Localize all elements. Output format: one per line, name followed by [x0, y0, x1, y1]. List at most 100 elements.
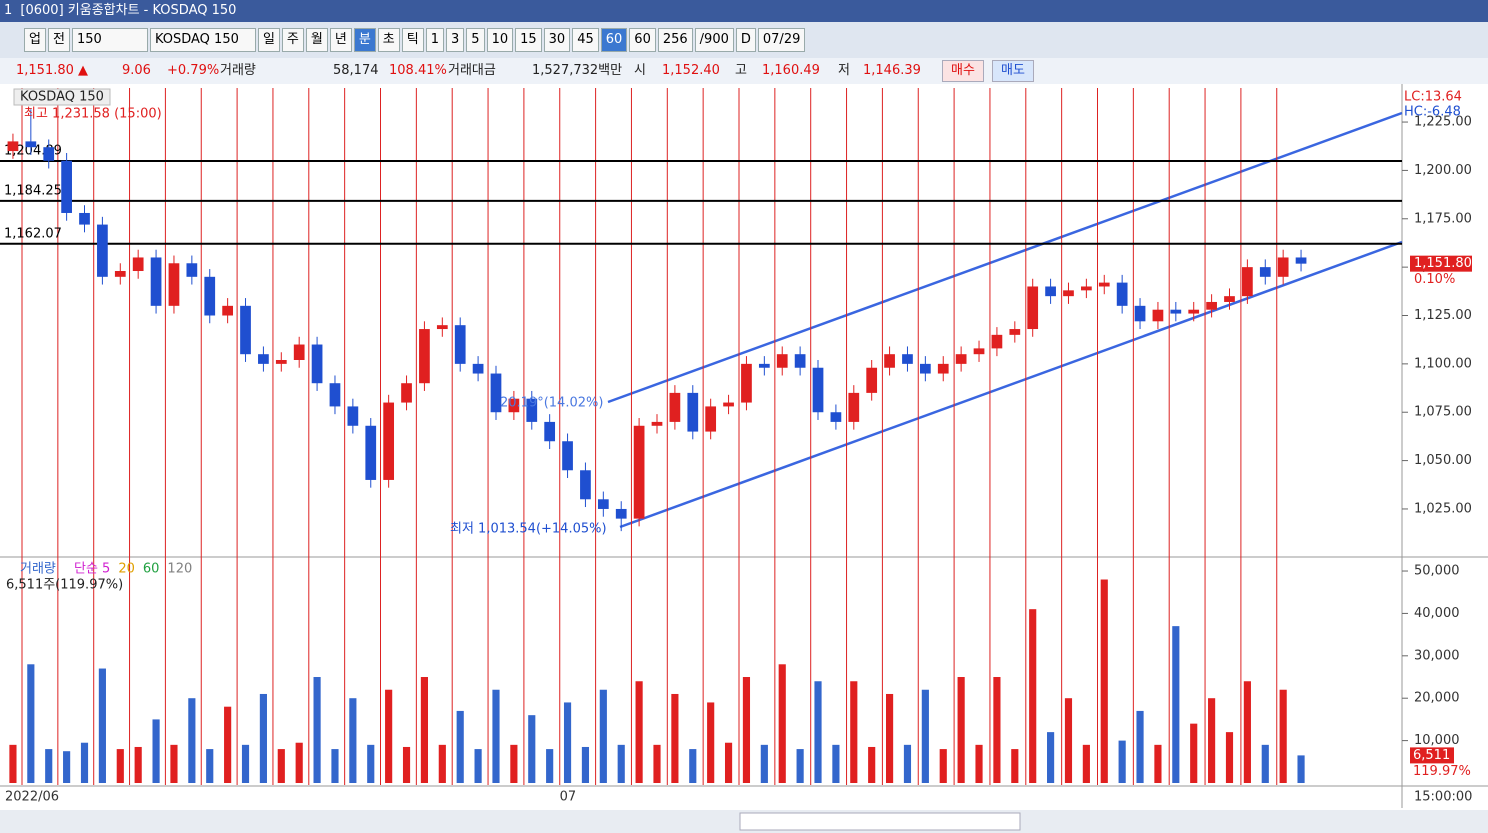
volume-bar	[528, 715, 536, 783]
candle-body	[436, 325, 448, 330]
candle-body	[597, 499, 609, 509]
toolbar-button[interactable]: 틱	[401, 28, 424, 52]
volume-bar	[635, 681, 643, 783]
candle-body	[1152, 309, 1164, 322]
candle-body	[526, 398, 538, 422]
window-title: [0600] 키움종합차트 - KOSDAQ 150	[20, 3, 237, 18]
candle-body	[132, 257, 144, 272]
candle-body	[776, 354, 788, 368]
toolbar-button[interactable]: KOSDAQ 150	[149, 28, 256, 52]
toolbar-button[interactable]: 10	[486, 28, 514, 52]
toolbar-button[interactable]: 60	[629, 28, 656, 52]
amount: 1,527,732백만	[532, 63, 623, 78]
volume-bar	[563, 702, 572, 783]
toolbar-button[interactable]: 07/29	[757, 28, 806, 52]
volume-bar	[456, 710, 464, 783]
toolbar-button[interactable]: 1	[425, 28, 444, 52]
last-price-pct: 0.10%	[1414, 272, 1455, 287]
volume-bar	[1029, 609, 1037, 783]
volume-bar	[975, 744, 983, 783]
title-bar: 1 [0600] 키움종합차트 - KOSDAQ 150	[0, 0, 1488, 22]
volume-label: 거래량	[220, 63, 256, 78]
candle-body	[347, 406, 359, 426]
candle-body	[723, 402, 734, 407]
volume-bar	[921, 689, 929, 783]
volume-bar	[778, 664, 786, 783]
candle-body	[114, 271, 126, 277]
candle-body	[1188, 309, 1200, 314]
candle-body	[1134, 305, 1146, 322]
toolbar-button[interactable]: 초	[377, 28, 400, 52]
toolbar-button[interactable]: 일	[257, 28, 280, 52]
toolbar-button[interactable]: 256	[657, 28, 693, 52]
volume-bar	[80, 742, 89, 783]
volume-bar	[993, 677, 1001, 783]
volume-bar	[939, 749, 947, 783]
toolbar-button[interactable]: D	[735, 28, 756, 52]
candle-body	[61, 160, 72, 213]
toolbar-button[interactable]: 30	[543, 28, 571, 52]
candle-body	[419, 329, 430, 384]
volume-bar	[27, 664, 35, 783]
y-tick-label: 20,000	[1414, 691, 1460, 706]
high-label: 고	[735, 63, 747, 78]
volume-bar	[170, 744, 178, 783]
toolbar-button[interactable]: 주	[281, 28, 304, 52]
candle-body	[848, 392, 860, 422]
y-tick-label: 10,000	[1414, 733, 1460, 748]
candle-body	[580, 470, 591, 500]
candle-body	[1098, 282, 1110, 287]
candle-body	[222, 305, 233, 316]
volume-bar	[1208, 698, 1216, 783]
toolbar-button[interactable]: 150	[71, 28, 148, 52]
volume-bar	[116, 749, 124, 783]
toolbar-button[interactable]: 5	[466, 28, 485, 52]
volume-bar	[1243, 681, 1251, 783]
channel-lower	[619, 240, 1403, 529]
candle-body	[240, 305, 251, 355]
candle-body	[937, 363, 949, 374]
volume-bar	[367, 744, 375, 783]
candle-body	[633, 425, 645, 519]
candle-body	[204, 276, 216, 316]
y-tick-label: 1,075.00	[1414, 405, 1472, 420]
volume-bar	[295, 742, 303, 783]
time-label: 15:00:00	[1414, 790, 1472, 805]
candle-body	[794, 354, 806, 368]
candle-body	[919, 363, 931, 374]
toolbar-button[interactable]: 년	[329, 28, 352, 52]
volume-bar	[957, 677, 965, 783]
candle-body	[1170, 309, 1182, 314]
toolbar-button[interactable]: 월	[305, 28, 328, 52]
volume-bar	[1172, 626, 1180, 783]
volume-subtitle: 6,511주(119.97%)	[6, 578, 123, 593]
legend-entry: 20	[118, 562, 135, 577]
volume-bar	[152, 719, 160, 783]
volume-bar	[1154, 744, 1162, 783]
toolbar-button[interactable]: /900	[694, 28, 734, 52]
toolbar-button[interactable]: 전	[47, 28, 70, 52]
low: 1,146.39	[863, 63, 921, 78]
volume-bar	[134, 746, 142, 783]
candle-body	[1224, 296, 1235, 302]
scroll-thumb[interactable]	[739, 812, 1021, 831]
sell-button[interactable]: 매도	[992, 60, 1034, 82]
candle-body	[1009, 329, 1021, 335]
toolbar: 업 전 150 KOSDAQ 150 일 주 월 년 분 초 틱 1 3 5 10 15 30 45 60 60 256…	[0, 22, 1488, 58]
toolbar-button[interactable]: 15	[515, 28, 542, 52]
volume-bar	[1225, 732, 1234, 783]
candle-body	[258, 354, 269, 364]
candle-body	[973, 348, 985, 355]
toolbar-button[interactable]: 45	[572, 28, 599, 52]
buy-button[interactable]: 매수	[942, 60, 984, 82]
candle-body	[884, 354, 895, 368]
candle-body	[741, 363, 752, 403]
candle-body	[275, 359, 287, 364]
toolbar-button[interactable]: 3	[446, 28, 465, 52]
toolbar-button[interactable]: 분	[353, 28, 376, 52]
toolbar-button[interactable]: 업	[24, 28, 46, 52]
y-tick-label: 1,200.00	[1414, 163, 1472, 178]
volume-bar	[420, 677, 429, 783]
toolbar-button[interactable]: 60	[600, 28, 628, 52]
